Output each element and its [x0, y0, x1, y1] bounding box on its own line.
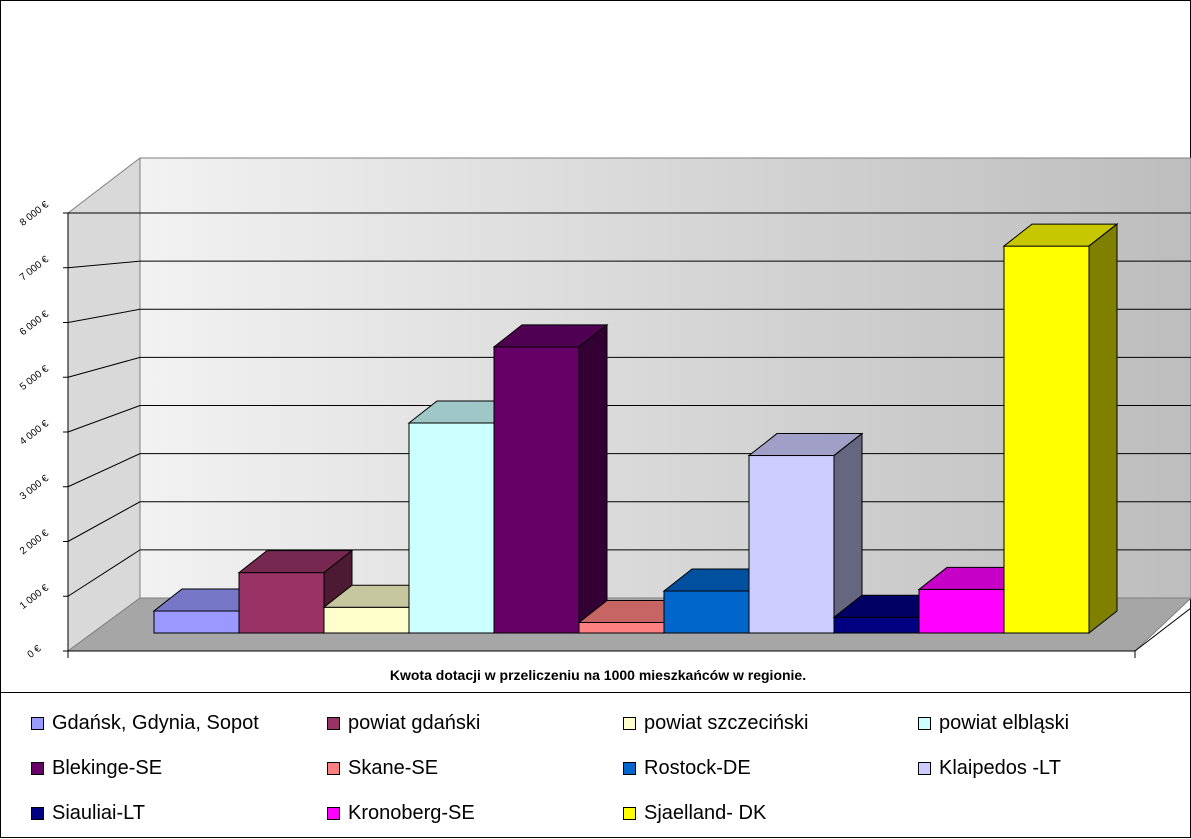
bar-front [408, 422, 495, 634]
bar-front [1003, 245, 1090, 634]
gridline-side [67, 308, 141, 323]
legend-label: Klaipedos -LT [939, 756, 1061, 779]
legend-item: powiat elbląski [918, 711, 1069, 735]
legend-label: powiat gdański [348, 711, 481, 734]
legend-label: Skane-SE [348, 756, 439, 779]
legend-swatch [623, 761, 636, 775]
legend-label: Gdańsk, Gdynia, Sopot [52, 711, 259, 734]
bar [492, 323, 609, 635]
legend-label: powiat szczeciński [644, 711, 809, 734]
legend-label: Blekinge-SE [52, 756, 163, 779]
bar-front [663, 590, 750, 634]
legend-item: powiat gdański [327, 711, 480, 735]
y-tick-label: 4 000 € [18, 418, 51, 447]
y-tick-label: 5 000 € [18, 363, 51, 392]
legend-item: Rostock-DE [623, 756, 751, 780]
bar-front [153, 610, 240, 634]
legend-swatch [327, 761, 340, 775]
y-tick-label: 8 000 € [18, 199, 51, 228]
legend-label: powiat elbląski [939, 711, 1070, 734]
floor-edge [1134, 607, 1191, 652]
legend-item: Skane-SE [327, 756, 438, 780]
bar-front [323, 606, 410, 634]
legend-item: Sjaelland- DK [623, 801, 766, 825]
bar-front [918, 588, 1005, 634]
y-tick-label: 3 000 € [18, 473, 51, 502]
y-tick-label: 6 000 € [18, 309, 51, 338]
bar [1002, 223, 1119, 635]
bar-front [748, 455, 835, 634]
bar-front [578, 622, 665, 634]
y-tick-label: 2 000 € [18, 528, 51, 557]
bar-front [833, 616, 920, 634]
legend-label: Rostock-DE [644, 756, 751, 779]
bar-side [578, 323, 608, 635]
legend-label: Sjaelland- DK [644, 801, 767, 824]
legend-item: Kronoberg-SE [327, 801, 475, 825]
gridline-side [67, 501, 141, 542]
x-axis-label: Kwota dotacji w przeliczeniu na 1000 mie… [390, 667, 806, 683]
legend-swatch [31, 761, 44, 775]
bar-side [1088, 223, 1118, 635]
gridline-side [67, 356, 141, 378]
legend-item: Gdańsk, Gdynia, Sopot [31, 711, 259, 735]
y-tick-label: 0 € [26, 643, 44, 660]
legend-item: powiat szczeciński [623, 711, 809, 735]
legend-swatch [31, 716, 44, 730]
legend-item: Klaipedos -LT [918, 756, 1061, 780]
legend-item: Siauliai-LT [31, 801, 145, 825]
y-tick-label: 7 000 € [18, 254, 51, 283]
legend-swatch [327, 716, 340, 730]
legend-swatch [327, 806, 340, 820]
legend: Gdańsk, Gdynia, Sopot powiat gdański powia… [0, 692, 1191, 839]
legend-swatch [918, 761, 931, 775]
legend-swatch [918, 716, 931, 730]
legend-swatch [623, 716, 636, 730]
gridline-side [67, 405, 141, 433]
legend-label: Siauliai-LT [52, 801, 145, 824]
legend-swatch [31, 806, 44, 820]
gridline-side [67, 453, 141, 488]
bar-front [238, 572, 325, 634]
gridline-side [67, 549, 141, 597]
legend-swatch [623, 806, 636, 820]
bar [747, 432, 864, 635]
y-tick-label: 1 000 € [18, 582, 51, 611]
side-wall [67, 156, 141, 652]
legend-item: Blekinge-SE [31, 756, 162, 780]
bar-front [493, 346, 580, 634]
chart-plot: 0 € 1 000 € 2 000 € 3 000 € 4 000 € 5 000 € 6 … [18, 156, 1191, 683]
legend-label: Kronoberg-SE [348, 801, 475, 824]
gridline-side [67, 260, 141, 269]
